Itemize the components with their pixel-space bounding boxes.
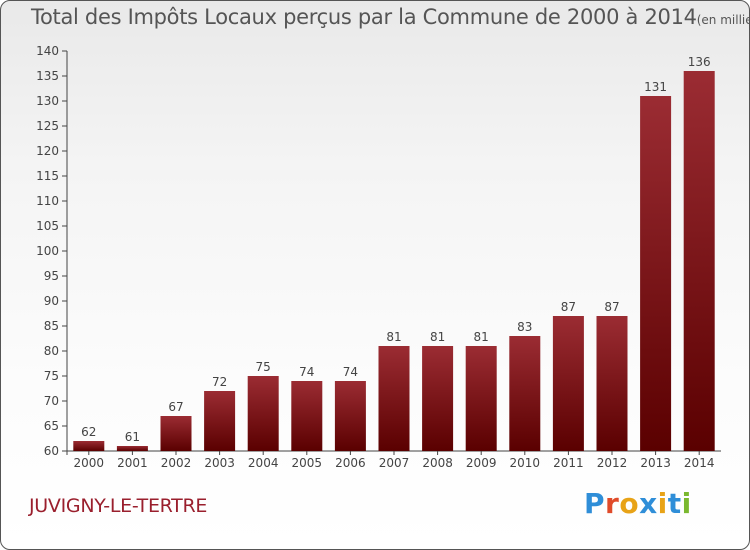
y-tick-label: 80 bbox=[44, 344, 59, 358]
data-label-2001: 61 bbox=[125, 430, 140, 444]
x-tick-label: 2005 bbox=[292, 456, 323, 470]
data-label-2000: 62 bbox=[81, 425, 96, 439]
data-label-2009: 81 bbox=[474, 330, 489, 344]
x-tick-label: 2013 bbox=[640, 456, 671, 470]
y-tick-label: 125 bbox=[36, 119, 59, 133]
commune-name: JUVIGNY-LE-TERTRE bbox=[29, 495, 208, 517]
bar-2007 bbox=[378, 346, 410, 451]
data-label-2008: 81 bbox=[430, 330, 445, 344]
chart-title: Total des Impôts Locaux perçus par la Co… bbox=[31, 5, 697, 29]
x-tick-label: 2000 bbox=[74, 456, 105, 470]
logo-letter: r bbox=[605, 487, 620, 520]
data-label-2005: 74 bbox=[299, 365, 314, 379]
y-tick-label: 100 bbox=[36, 244, 59, 258]
data-label-2010: 83 bbox=[517, 320, 532, 334]
bar-2014 bbox=[683, 71, 715, 451]
chart-unit: (en milliers d'€) bbox=[696, 13, 749, 27]
bars bbox=[73, 71, 715, 451]
logo-letter: t bbox=[667, 487, 682, 520]
x-tick-label: 2002 bbox=[161, 456, 192, 470]
axes: 60 65 70 75 80 85 90 95 100 105 110 115 120 125 130 135… bbox=[36, 44, 721, 470]
y-tick-label: 130 bbox=[36, 94, 59, 108]
bar-2009 bbox=[465, 346, 497, 451]
data-label-2007: 81 bbox=[386, 330, 401, 344]
bar-2000 bbox=[73, 441, 105, 451]
y-tick-label: 115 bbox=[36, 169, 59, 183]
y-tick-label: 90 bbox=[44, 294, 59, 308]
y-tick-label: 75 bbox=[44, 369, 59, 383]
data-label-2013: 131 bbox=[644, 80, 667, 94]
x-tick-label: 2003 bbox=[204, 456, 235, 470]
proxiti-logo: Proxiti bbox=[584, 487, 692, 520]
bar-2008 bbox=[422, 346, 454, 451]
data-label-2003: 72 bbox=[212, 375, 227, 389]
y-tick-label: 85 bbox=[44, 319, 59, 333]
logo-letter: x bbox=[639, 487, 658, 520]
bar-2001 bbox=[116, 446, 148, 451]
data-label-2002: 67 bbox=[168, 400, 183, 414]
bar-2012 bbox=[596, 316, 628, 451]
data-label-2004: 75 bbox=[256, 360, 271, 374]
x-tick-label: 2001 bbox=[117, 456, 148, 470]
data-label-2006: 74 bbox=[343, 365, 358, 379]
logo-letter: i bbox=[681, 487, 692, 520]
bar-2004 bbox=[247, 376, 279, 451]
x-tick-label: 2009 bbox=[466, 456, 497, 470]
logo-letter: P bbox=[584, 487, 606, 520]
y-tick-label: 60 bbox=[44, 444, 59, 458]
bar-2006 bbox=[334, 381, 366, 451]
logo-letter: o bbox=[619, 487, 640, 520]
data-label-2012: 87 bbox=[604, 300, 619, 314]
logo-letter: i bbox=[657, 487, 668, 520]
x-tick-label: 2010 bbox=[510, 456, 541, 470]
y-tick-label: 120 bbox=[36, 144, 59, 158]
bar-2010 bbox=[509, 336, 541, 451]
x-tick-label: 2014 bbox=[684, 456, 715, 470]
y-tick-label: 140 bbox=[36, 44, 59, 58]
y-tick-label: 70 bbox=[44, 394, 59, 408]
bar-2005 bbox=[291, 381, 323, 451]
bar-2003 bbox=[204, 391, 236, 451]
data-label-2011: 87 bbox=[561, 300, 576, 314]
y-tick-label: 95 bbox=[44, 269, 59, 283]
x-tick-label: 2011 bbox=[553, 456, 584, 470]
y-tick-label: 110 bbox=[36, 194, 59, 208]
x-tick-label: 2008 bbox=[422, 456, 453, 470]
y-tick-label: 135 bbox=[36, 69, 59, 83]
x-tick-label: 2007 bbox=[379, 456, 410, 470]
bar-2011 bbox=[552, 316, 584, 451]
y-tick-label: 105 bbox=[36, 219, 59, 233]
data-label-2014: 136 bbox=[688, 55, 711, 69]
bar-2013 bbox=[640, 96, 672, 451]
x-tick-label: 2004 bbox=[248, 456, 279, 470]
y-tick-label: 65 bbox=[44, 419, 59, 433]
chart-title-row: Total des Impôts Locaux perçus par la Co… bbox=[31, 5, 749, 29]
data-labels: 62 61 67 72 75 74 74 81 81 81 83 87 87 131 136 bbox=[81, 55, 710, 444]
x-tick-label: 2006 bbox=[335, 456, 366, 470]
x-tick-label: 2012 bbox=[597, 456, 628, 470]
bar-2002 bbox=[160, 416, 192, 451]
